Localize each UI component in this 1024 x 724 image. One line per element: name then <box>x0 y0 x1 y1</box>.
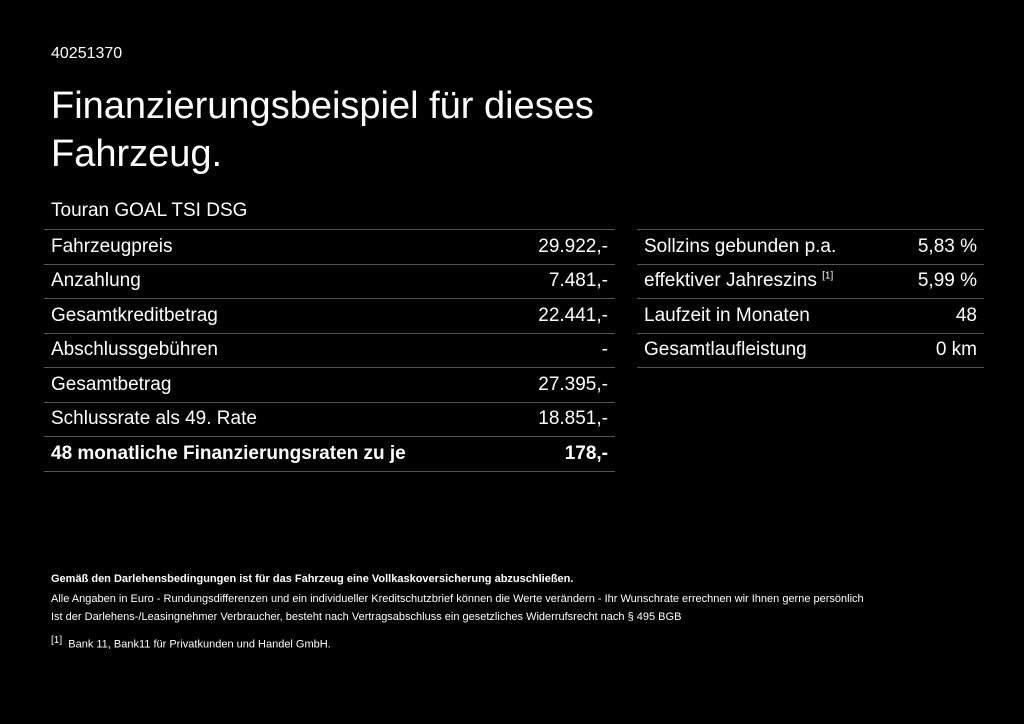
label-text: effektiver Jahreszins <box>644 270 817 292</box>
row-value: 7.481,- <box>548 270 608 292</box>
row-value: 27.395,- <box>538 373 608 395</box>
table-row: Gesamtbetrag 27.395,- <box>44 368 615 403</box>
row-label: Fahrzeugpreis <box>51 236 172 258</box>
table-row: Gesamtkreditbetrag 22.441,- <box>44 299 615 334</box>
note-marker: [1] <box>822 270 834 282</box>
label-text: Gesamtbetrag <box>51 373 172 395</box>
row-value: 5,99 % <box>917 270 977 292</box>
footnotes: Gemäß den Darlehensbedingungen ist für d… <box>51 570 864 654</box>
row-value: 5,83 % <box>917 235 977 257</box>
row-value: 22.441,- <box>538 304 608 326</box>
label-text: Abschlussgebühren <box>51 339 218 361</box>
row-label: Laufzeit in Monaten <box>644 305 810 327</box>
row-value: 18.851,- <box>538 408 608 430</box>
row-value: 29.922,- <box>538 235 608 257</box>
title: Finanzierungsbeispiel für dieses Fahrzeu… <box>51 85 594 175</box>
row-label: Schlussrate als 49. Rate <box>51 408 257 430</box>
financing-table: Fahrzeugpreis 29.922,- Anzahlung 7.481,- Ges… <box>44 229 615 472</box>
vehicle-id: 40251370 <box>51 45 123 62</box>
row-label: Gesamtbetrag <box>51 374 171 396</box>
table-row: Abschlussgebühren - <box>44 334 615 368</box>
row-label: Anzahlung <box>51 270 141 292</box>
label-text: Gesamtkreditbetrag <box>51 304 218 326</box>
table-row: Gesamtlaufleistung 0 km <box>637 334 984 368</box>
row-value: 0 km <box>935 339 977 361</box>
row-label: Gesamtlaufleistung <box>644 339 807 361</box>
rate-table: Sollzins gebunden p.a. 5,83 % effektiver J… <box>637 229 984 368</box>
row-value: 178,- <box>564 442 608 464</box>
table-row: Anzahlung 7.481,- <box>44 265 615 299</box>
footnote: Ist der Darlehens-/Leasingnehmer Verbrau… <box>51 611 682 623</box>
label-text: Schlussrate als 49. Rate <box>51 408 257 430</box>
row-value: - <box>601 339 608 361</box>
table-row: 48 monatliche Finanzierungsraten zu je 17… <box>44 437 615 472</box>
footnote-ref: [1] Bank 11, Bank11 für Privatkunden und… <box>51 632 864 654</box>
table-row: Schlussrate als 49. Rate 18.851,- <box>44 403 615 437</box>
row-label: Gesamtkreditbetrag <box>51 305 218 327</box>
label-text: Anzahlung <box>51 270 141 292</box>
ref-text: Bank 11, Bank11 für Privatkunden und Han… <box>68 638 331 651</box>
row-value: 48 <box>955 304 977 326</box>
label-text: Laufzeit in Monaten <box>644 304 810 326</box>
footnote-bold: Gemäß den Darlehensbedingungen ist für d… <box>51 573 574 585</box>
label-text: Sollzins gebunden p.a. <box>644 235 837 257</box>
table-row: Laufzeit in Monaten 48 <box>637 299 984 334</box>
label-text: Gesamtlaufleistung <box>644 339 807 361</box>
table-row: effektiver Jahreszins [1] 5,99 % <box>637 265 984 299</box>
row-label: 48 monatliche Finanzierungsraten zu je <box>51 443 406 465</box>
row-label: Abschlussgebühren <box>51 339 218 361</box>
ref-marker: [1] <box>51 634 63 646</box>
row-label: effektiver Jahreszins [1] <box>644 270 833 292</box>
label-text: Fahrzeugpreis <box>51 235 173 257</box>
table-row: Fahrzeugpreis 29.922,- <box>44 230 615 265</box>
table-row: Sollzins gebunden p.a. 5,83 % <box>637 230 984 265</box>
row-label: Sollzins gebunden p.a. <box>644 236 836 258</box>
model: Touran GOAL TSI DSG <box>51 200 248 221</box>
footnote: Alle Angaben in Euro - Rundungsdifferenz… <box>51 592 864 605</box>
label-text: 48 monatliche Finanzierungsraten zu je <box>51 442 406 464</box>
